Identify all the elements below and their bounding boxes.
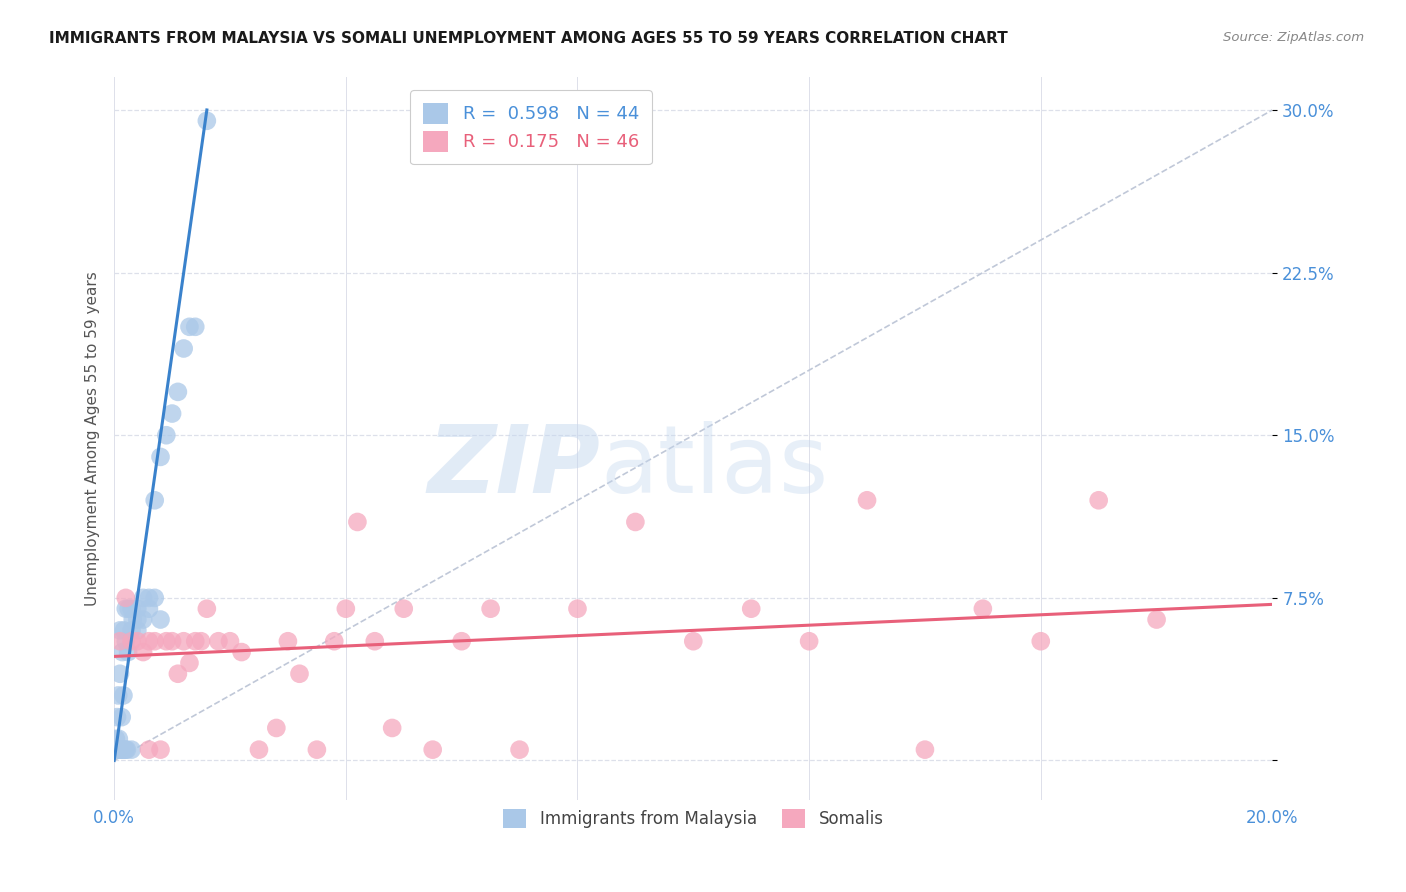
Point [121,613,143,627]
Point [132,613,155,627]
Point [138,601,160,615]
Point [121,634,143,648]
Point [114,634,136,648]
Text: atlas: atlas [600,421,830,514]
Point [127,601,149,615]
Point [167,384,190,399]
Point [112,689,135,703]
Point [111,645,134,659]
Point [509,742,531,756]
Point [422,742,444,756]
Point [111,710,134,724]
Point [108,742,131,756]
Point [108,634,131,648]
Point [143,634,166,648]
Point [127,624,149,638]
Point [117,645,139,659]
Point [624,515,647,529]
Point [132,591,155,605]
Y-axis label: Unemployment Among Ages 55 to 59 years: Unemployment Among Ages 55 to 59 years [86,271,100,606]
Point [105,710,128,724]
Point [1146,613,1168,627]
Point [392,601,415,615]
Point [160,407,183,421]
Point [160,634,183,648]
Point [305,742,328,756]
Point [173,634,195,648]
Point [138,591,160,605]
Point [114,601,136,615]
Point [118,601,141,615]
Point [247,742,270,756]
Point [149,613,172,627]
Point [107,742,129,756]
Point [108,624,131,638]
Point [450,634,472,648]
Point [914,742,936,756]
Point [149,450,172,464]
Point [740,601,762,615]
Point [1029,634,1052,648]
Point [107,689,129,703]
Point [179,656,201,670]
Point [346,515,368,529]
Legend: Immigrants from Malaysia, Somalis: Immigrants from Malaysia, Somalis [496,802,890,835]
Point [184,634,207,648]
Point [682,634,704,648]
Point [127,613,149,627]
Text: Source: ZipAtlas.com: Source: ZipAtlas.com [1223,31,1364,45]
Point [195,113,218,128]
Point [207,634,229,648]
Point [127,634,149,648]
Text: ZIP: ZIP [427,421,600,514]
Point [323,634,346,648]
Point [190,634,212,648]
Point [143,591,166,605]
Point [479,601,502,615]
Point [155,428,177,442]
Point [143,493,166,508]
Point [108,742,131,756]
Point [108,731,131,746]
Point [266,721,288,735]
Point [219,634,242,648]
Point [138,742,160,756]
Point [121,601,143,615]
Point [1087,493,1109,508]
Point [231,645,253,659]
Text: IMMIGRANTS FROM MALAYSIA VS SOMALI UNEMPLOYMENT AMONG AGES 55 TO 59 YEARS CORREL: IMMIGRANTS FROM MALAYSIA VS SOMALI UNEMP… [49,31,1008,46]
Point [108,666,131,681]
Point [114,742,136,756]
Point [856,493,879,508]
Point [797,634,820,648]
Point [138,634,160,648]
Point [149,742,172,756]
Point [364,634,387,648]
Point [111,742,134,756]
Point [110,742,132,756]
Point [115,742,138,756]
Point [114,742,136,756]
Point [972,601,994,615]
Point [179,319,201,334]
Point [167,666,190,681]
Point [184,319,207,334]
Point [173,342,195,356]
Point [195,601,218,615]
Point [121,742,143,756]
Point [104,731,127,746]
Point [277,634,299,648]
Point [112,624,135,638]
Point [121,624,143,638]
Point [114,591,136,605]
Point [288,666,311,681]
Point [567,601,589,615]
Point [335,601,357,615]
Point [155,634,177,648]
Point [132,645,155,659]
Point [381,721,404,735]
